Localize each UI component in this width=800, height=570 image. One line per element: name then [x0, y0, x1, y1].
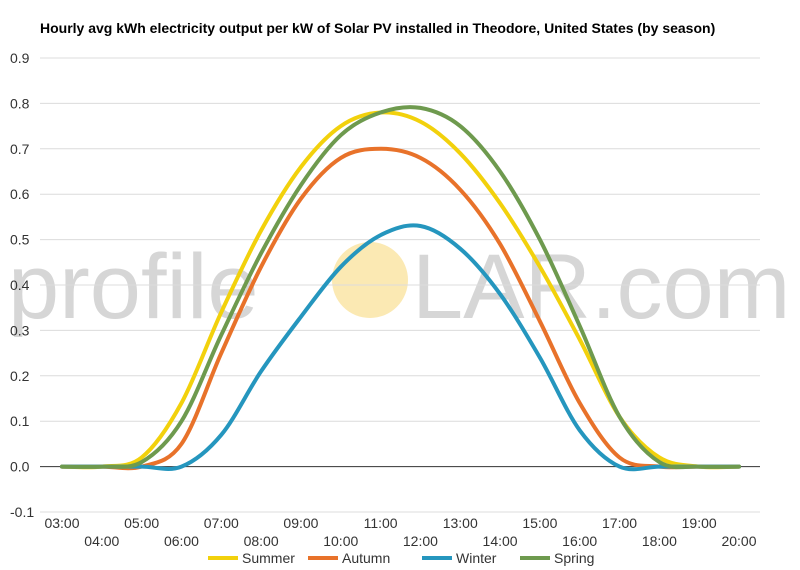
legend: Summer Autumn Winter Spring	[208, 550, 594, 566]
series-line-spring	[60, 105, 741, 470]
watermark: profile LAR.com	[8, 236, 790, 338]
y-tick-label: -0.1	[10, 504, 34, 520]
legend-label: Spring	[554, 550, 594, 566]
x-tick-label: 07:00	[204, 515, 239, 531]
y-tick-label: 0.3	[10, 322, 30, 338]
y-tick-label: 0.0	[10, 459, 30, 475]
series-line-autumn	[60, 146, 741, 471]
series-line-winter	[60, 223, 741, 472]
x-tick-label: 13:00	[443, 515, 478, 531]
y-tick-label: 0.2	[10, 368, 30, 384]
x-tick-label: 10:00	[323, 533, 358, 549]
x-tick-label: 20:00	[721, 533, 756, 549]
x-tick-label: 19:00	[682, 515, 717, 531]
x-tick-label: 04:00	[84, 533, 119, 549]
legend-item-autumn[interactable]: Autumn	[308, 550, 390, 566]
series-lines	[60, 105, 741, 472]
x-tick-label: 11:00	[364, 515, 398, 531]
y-tick-label: 0.1	[10, 413, 30, 429]
x-tick-label: 06:00	[164, 533, 199, 549]
x-tick-label: 15:00	[522, 515, 557, 531]
x-tick-label: 05:00	[124, 515, 159, 531]
chart-title: Hourly avg kWh electricity output per kW…	[40, 20, 715, 36]
x-tick-label: 17:00	[602, 515, 637, 531]
x-tick-label: 09:00	[283, 515, 318, 531]
y-tick-label: 0.4	[10, 277, 30, 293]
x-tick-label: 03:00	[44, 515, 79, 531]
y-tick-label: 0.6	[10, 186, 30, 202]
watermark-text-right: LAR.com	[412, 236, 790, 338]
legend-label: Summer	[242, 550, 295, 566]
x-tick-label: 14:00	[483, 533, 518, 549]
legend-item-spring[interactable]: Spring	[520, 550, 594, 566]
x-tick-label: 08:00	[244, 533, 279, 549]
grid	[40, 57, 760, 513]
legend-label: Winter	[456, 550, 497, 566]
watermark-sun	[332, 242, 408, 318]
y-tick-label: 0.9	[10, 50, 30, 66]
y-tick-label: 0.7	[10, 141, 30, 157]
watermark-text-left: profile	[8, 236, 259, 338]
x-tick-label: 18:00	[642, 533, 677, 549]
x-tick-label: 12:00	[403, 533, 438, 549]
legend-label: Autumn	[342, 550, 390, 566]
y-tick-label: 0.8	[10, 95, 30, 111]
y-tick-label: 0.5	[10, 232, 30, 248]
legend-item-summer[interactable]: Summer	[208, 550, 295, 566]
x-tick-label: 16:00	[562, 533, 597, 549]
y-axis-ticks: 0.9 0.8 0.7 0.6 0.5 0.4 0.3 0.2 0.1 0.0 -0.1	[10, 50, 34, 520]
legend-item-winter[interactable]: Winter	[422, 550, 497, 566]
